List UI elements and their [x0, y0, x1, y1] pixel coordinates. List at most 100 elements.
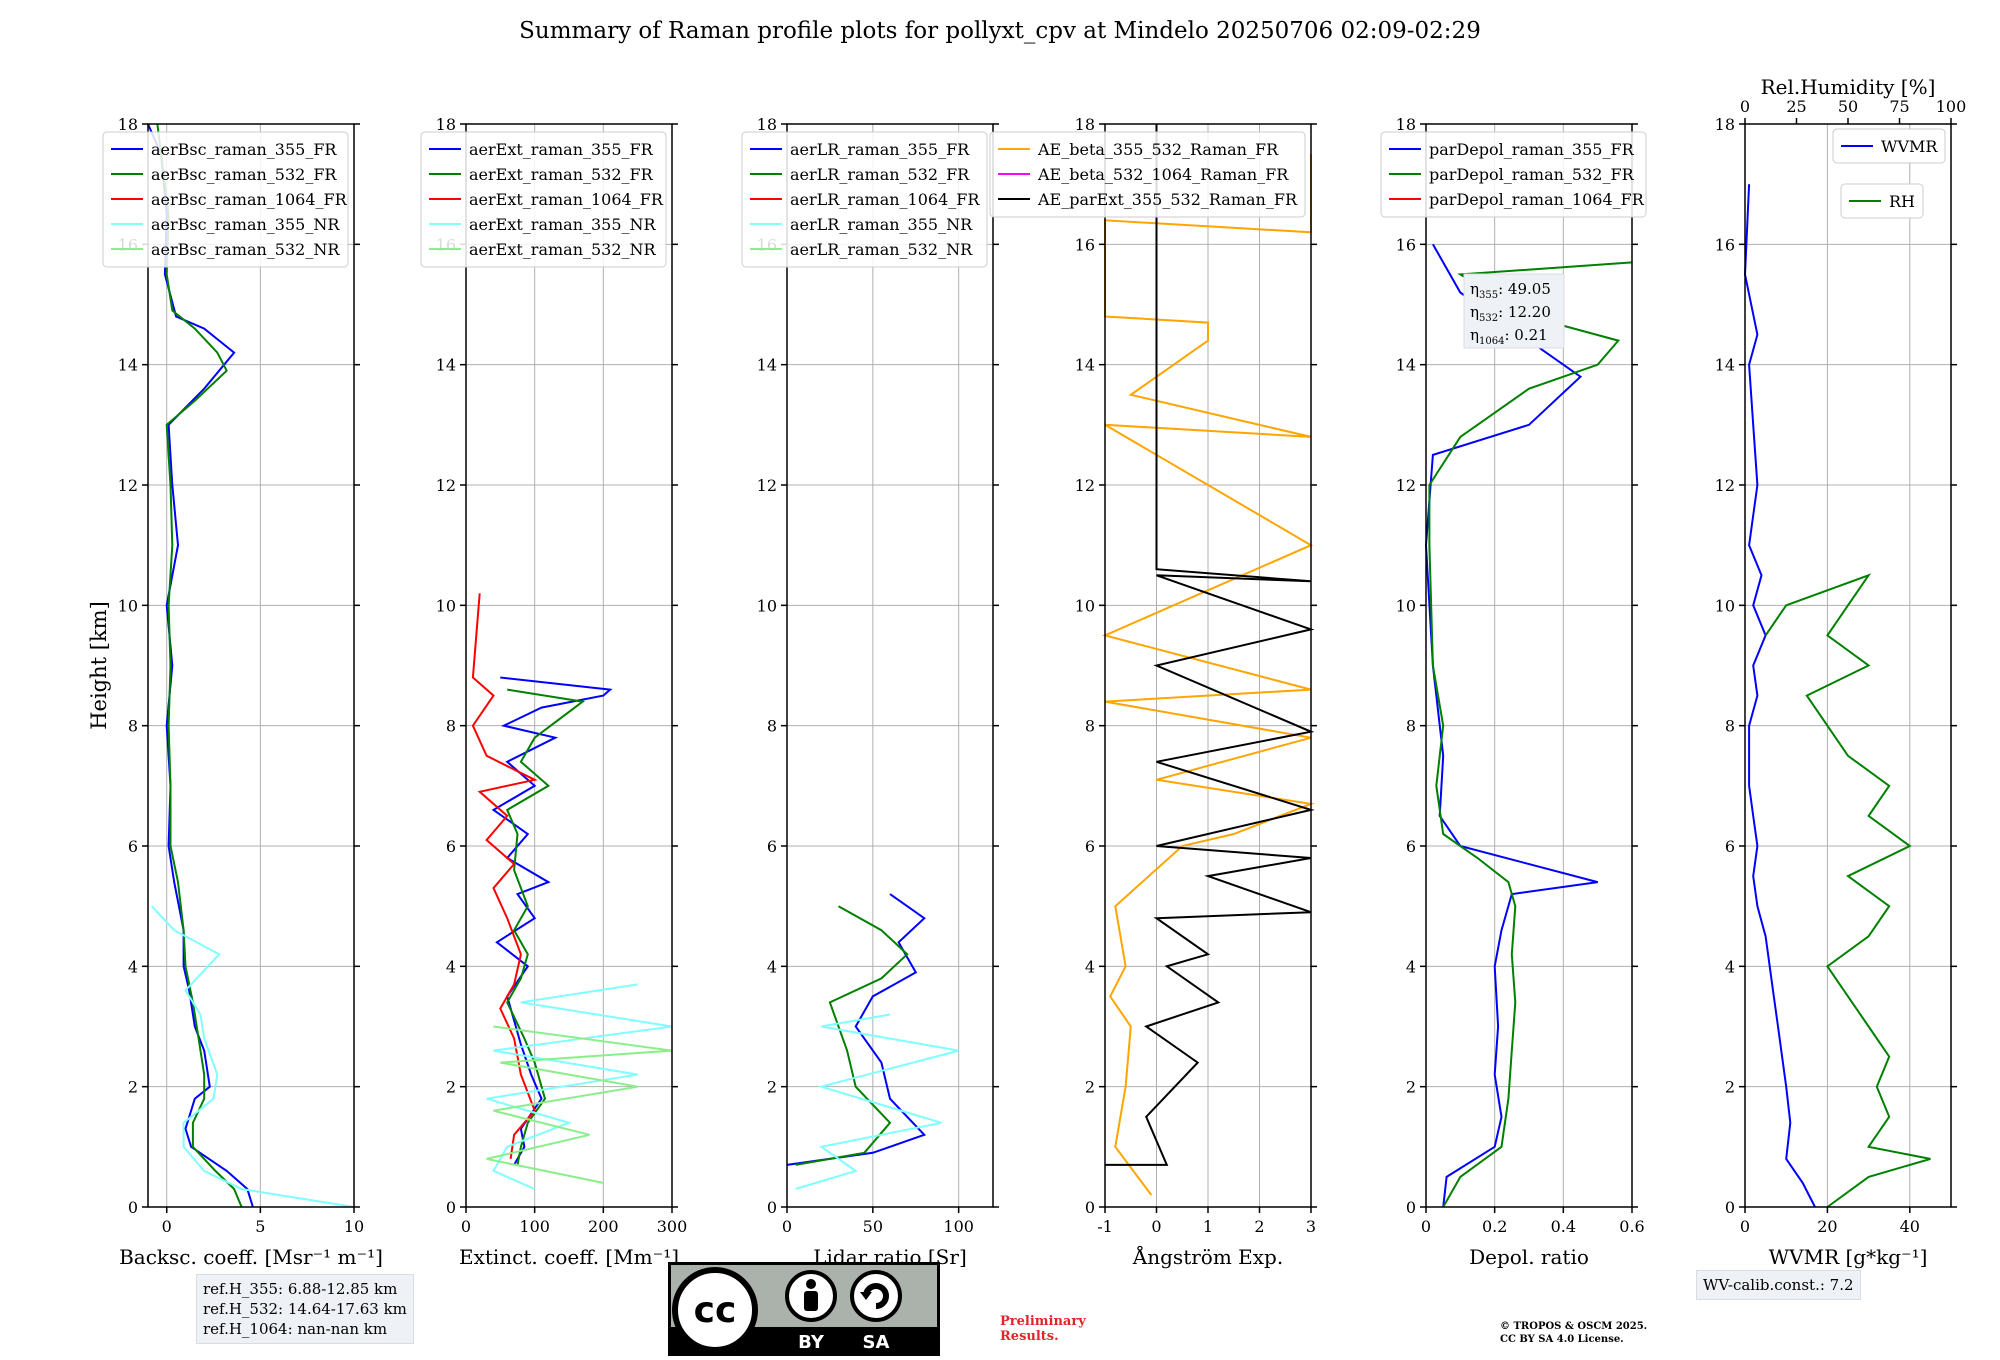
ae-ytick-label-18: 18	[1075, 115, 1095, 134]
ext-ytick-label-14: 14	[436, 356, 456, 375]
wv-x2tick-label-100: 100	[1936, 97, 1967, 116]
depol-xtick-label-0: 0	[1421, 1217, 1431, 1236]
depol-eta-1064: η1064: 0.21	[1470, 326, 1548, 347]
ae-line-AE_parExt_355_532_Raman_FR	[1105, 124, 1315, 1166]
depol-ytick-label-6: 6	[1406, 837, 1416, 856]
bsc-ytick-label-14: 14	[118, 356, 138, 375]
ae-xtick-label--1: -1	[1097, 1217, 1113, 1236]
bsc-ytick-label-10: 10	[118, 596, 138, 615]
ext-ytick-label-4: 4	[446, 957, 456, 976]
copyright-line-2: CC BY SA 4.0 License.	[1500, 1334, 1624, 1345]
wv-axes-frame	[1744, 123, 1952, 1208]
lr-ytick-label-14: 14	[757, 356, 777, 375]
bsc-legend-label-0: aerBsc_raman_355_FR	[151, 140, 337, 159]
ae-xtick-label-3: 3	[1306, 1217, 1316, 1236]
depol-line-parDepol_raman_532_FR	[1428, 261, 1633, 1208]
wv-ytick-label-2: 2	[1725, 1078, 1735, 1097]
depol-eta-355: η355: 49.05	[1470, 280, 1551, 301]
ext-legend-label-1: aerExt_raman_532_FR	[469, 165, 654, 184]
wv-calib-text: WV-calib.const.: 7.2	[1703, 1276, 1854, 1294]
depol-ytick-label-10: 10	[1396, 596, 1416, 615]
ae-ytick-label-4: 4	[1085, 957, 1095, 976]
preliminary-line-1: Preliminary	[1000, 1314, 1086, 1329]
lr-xtick-label-100: 100	[943, 1217, 974, 1236]
lr-line-aerLR_raman_355_FR	[786, 893, 927, 1166]
wv-xlabel: WVMR [g*kg⁻¹]	[1769, 1245, 1928, 1269]
ext-legend-label-3: aerExt_raman_355_NR	[469, 215, 657, 234]
wv-xtick-label-40: 40	[1900, 1217, 1920, 1236]
wv-ytick-label-10: 10	[1715, 596, 1735, 615]
wv-x2tick-label-50: 50	[1838, 97, 1858, 116]
wv-ytick-label-4: 4	[1725, 957, 1735, 976]
ext-series-group	[471, 593, 673, 1190]
wv-xtick-label-20: 20	[1817, 1217, 1837, 1236]
ref-height-1064: ref.H_1064: nan-nan km	[203, 1320, 388, 1338]
reference-heights-box: ref.H_355: 6.88-12.85 km ref.H_532: 14.6…	[196, 1274, 414, 1344]
bsc-xtick-label-10: 10	[344, 1217, 364, 1236]
ae-ytick-label-0: 0	[1085, 1198, 1095, 1217]
bsc-ytick-label-12: 12	[118, 476, 138, 495]
panel-lr: 024681012141618050100Lidar ratio [Sr]aer…	[741, 115, 999, 1269]
bsc-legend-label-2: aerBsc_raman_1064_FR	[151, 190, 348, 209]
ext-line-aerExt_raman_355_FR	[491, 676, 613, 1166]
ref-height-532: ref.H_532: 14.64-17.63 km	[203, 1300, 407, 1318]
depol-ytick-label-8: 8	[1406, 717, 1416, 736]
wv-ytick-label-12: 12	[1715, 476, 1735, 495]
bsc-ytick-label-8: 8	[128, 717, 138, 736]
panel-depol: 0 2 4 6 8 10 12 14 16 18 0 0.2 0.4 0.6 Depol. ratio par…	[1380, 115, 1647, 1269]
ae-ytick-label-12: 12	[1075, 476, 1095, 495]
badge-by-label: BY	[798, 1332, 825, 1353]
bsc-ytick-label-18: 18	[118, 115, 138, 134]
panel-wv: 0 2 4 6 8 10 12 14 16 18 0 20 40 WVMR [g*kg⁻¹] 0 25 50 75…	[1715, 75, 1967, 1269]
depol-legend-box	[1380, 131, 1647, 218]
ae-ytick-label-2: 2	[1085, 1078, 1095, 1097]
panel-bsc: 0246810121416180510Backsc. coeff. [Msr⁻¹…	[87, 115, 383, 1269]
ext-xtick-label-300: 300	[657, 1217, 688, 1236]
lr-axes-frame	[786, 123, 994, 1208]
ae-ytick-label-16: 16	[1075, 235, 1095, 254]
depol-axes-frame	[1425, 123, 1633, 1208]
ext-ytick-label-18: 18	[436, 115, 456, 134]
copyright-line-1: © TROPOS & OSCM 2025.	[1500, 1321, 1648, 1332]
lr-ytick-label-12: 12	[757, 476, 777, 495]
wv-series-group	[1743, 184, 1931, 1208]
ae-ytick-label-10: 10	[1075, 596, 1095, 615]
lr-legend-label-0: aerLR_raman_355_FR	[790, 140, 970, 159]
wv-xtick-label-0: 0	[1740, 1217, 1750, 1236]
lr-xtick-label-50: 50	[863, 1217, 883, 1236]
preliminary-line-2: Results.	[1000, 1329, 1059, 1344]
bsc-ylabel: Height [km]	[87, 601, 111, 730]
bsc-ytick-label-2: 2	[128, 1078, 138, 1097]
bsc-ytick-label-4: 4	[128, 957, 138, 976]
lr-ytick-label-10: 10	[757, 596, 777, 615]
lr-legend-box	[741, 131, 988, 268]
ae-legend-box	[989, 131, 1306, 218]
depol-ytick-label-12: 12	[1396, 476, 1416, 495]
ae-ytick-label-14: 14	[1075, 356, 1095, 375]
depol-legend-label-0: parDepol_raman_355_FR	[1429, 140, 1635, 159]
wv-x2tick-label-75: 75	[1889, 97, 1909, 116]
wv-ytick-label-14: 14	[1715, 356, 1735, 375]
wv-x2tick-label-0: 0	[1740, 97, 1750, 116]
lr-line-aerLR_raman_355_NR	[795, 1013, 959, 1190]
ext-xtick-label-200: 200	[588, 1217, 619, 1236]
depol-xtick-label-0.6: 0.6	[1619, 1217, 1644, 1236]
lr-ytick-label-0: 0	[767, 1198, 777, 1217]
ext-ytick-label-6: 6	[446, 837, 456, 856]
wv-x2label: Rel.Humidity [%]	[1761, 75, 1936, 99]
depol-eta-532: η532: 12.20	[1470, 303, 1551, 324]
wv-calib-box: WV-calib.const.: 7.2	[1696, 1270, 1861, 1300]
lr-ytick-label-8: 8	[767, 717, 777, 736]
ae-legend-label-1: AE_beta_532_1064_Raman_FR	[1037, 165, 1289, 184]
bsc-line-aerBsc_raman_532_FR	[156, 123, 243, 1208]
bsc-legend-label-4: aerBsc_raman_532_NR	[151, 240, 340, 259]
ae-legend-label-0: AE_beta_355_532_Raman_FR	[1037, 140, 1279, 159]
lr-line-aerLR_raman_532_FR	[795, 905, 909, 1166]
wv-ytick-label-0: 0	[1725, 1198, 1735, 1217]
wv-line-WVMR	[1743, 184, 1816, 1208]
lr-ytick-label-4: 4	[767, 957, 777, 976]
wv-legend-label-1: RH	[1889, 192, 1915, 211]
page-title: Summary of Raman profile plots for polly…	[519, 18, 1481, 44]
ext-line-aerExt_raman_1064_FR	[471, 593, 538, 1160]
